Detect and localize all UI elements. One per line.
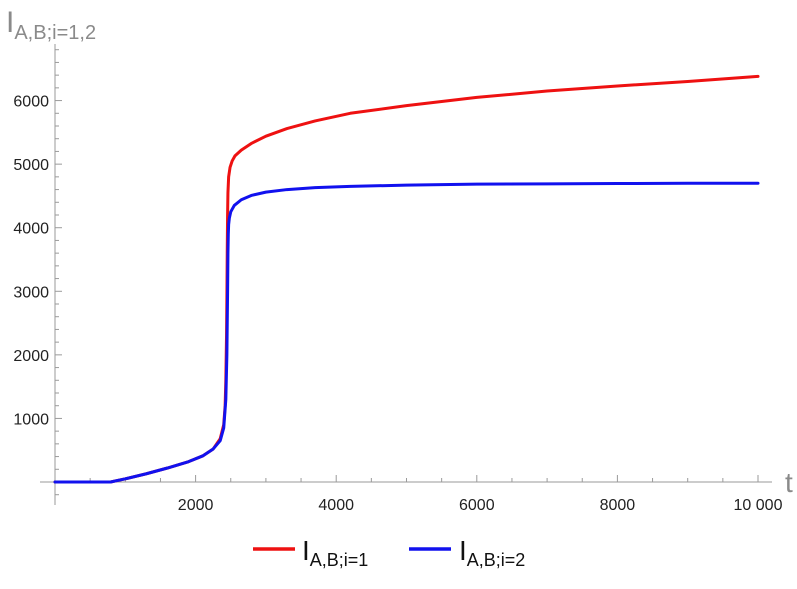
y-tick-label: 3000	[13, 284, 49, 301]
legend-label-2-main: I	[459, 535, 467, 566]
x-tick-label: 10 000	[734, 497, 783, 514]
y-tick-label: 5000	[13, 157, 49, 174]
y-axis-title-main: I	[6, 6, 14, 39]
x-tick-group: 2000 4000 6000 8000 10 000	[178, 497, 783, 514]
series-group	[53, 74, 760, 484]
y-tick-group: 1000 2000 3000 4000 5000 6000	[13, 94, 49, 429]
x-minor-ticks	[54, 475, 759, 482]
legend-label-1-main: I	[302, 535, 310, 566]
y-axis-title-sub: A,B;i=1,2	[14, 22, 96, 44]
legend-label-1-sub: A,B;i=1	[310, 550, 369, 570]
y-tick-label: 6000	[13, 94, 49, 111]
x-tick-label: 4000	[318, 497, 354, 514]
y-minor-ticks	[55, 49, 62, 496]
x-tick-label: 2000	[178, 497, 214, 514]
legend: IA,B;i=1 IA,B;i=2	[253, 535, 525, 570]
axes: 2000 4000 6000 8000 10 000 1000 2000 3000 4000 5…	[13, 44, 783, 514]
y-axis-title: IA,B;i=1,2	[6, 6, 96, 44]
series-line-2	[53, 181, 760, 484]
series-line-1	[53, 74, 760, 484]
x-axis-title: t	[785, 467, 793, 498]
y-tick-label: 2000	[13, 348, 49, 365]
legend-label-2: IA,B;i=2	[459, 535, 525, 570]
legend-item-2: IA,B;i=2	[409, 535, 525, 570]
legend-label-1: IA,B;i=1	[302, 535, 368, 570]
y-tick-label: 4000	[13, 221, 49, 238]
y-tick-label: 1000	[13, 411, 49, 428]
legend-item-1: IA,B;i=1	[253, 535, 368, 570]
legend-label-2-sub: A,B;i=2	[467, 550, 526, 570]
x-tick-label: 8000	[600, 497, 636, 514]
x-tick-label: 6000	[459, 497, 495, 514]
